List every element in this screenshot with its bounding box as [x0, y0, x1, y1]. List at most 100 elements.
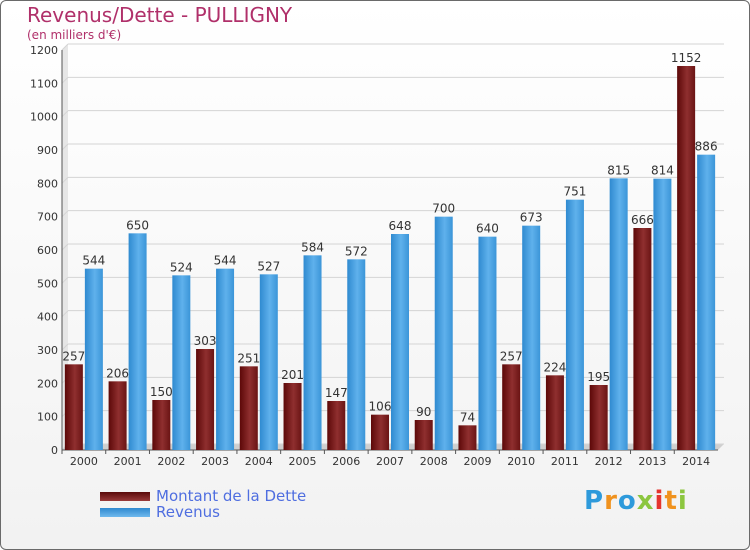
- bar-revenus: [303, 255, 322, 450]
- gridline-side: [61, 43, 69, 51]
- y-tick-label: 400: [37, 311, 58, 324]
- data-label-dette: 74: [460, 410, 475, 424]
- legend-label-revenus: Revenus: [156, 503, 220, 521]
- bar-dette: [327, 401, 346, 450]
- data-label-revenus: 886: [695, 140, 718, 154]
- gridline-side: [61, 310, 69, 318]
- logo-letter: i: [677, 486, 688, 516]
- bar-dette: [64, 364, 83, 450]
- data-label-revenus: 815: [607, 163, 630, 177]
- data-label-dette: 90: [416, 405, 431, 419]
- x-tick-label: 2011: [551, 455, 579, 468]
- bar-dette: [108, 381, 127, 450]
- logo-letter: x: [636, 486, 655, 516]
- gridline-side: [61, 343, 69, 351]
- bar-dette: [633, 228, 652, 450]
- data-label-dette: 147: [325, 386, 348, 400]
- data-label-revenus: 751: [563, 185, 586, 199]
- data-label-dette: 251: [237, 351, 260, 365]
- y-tick-label: 800: [37, 177, 58, 190]
- data-label-dette: 257: [62, 349, 85, 363]
- data-label-dette: 257: [500, 349, 523, 363]
- data-label-revenus: 650: [126, 218, 149, 232]
- data-label-dette: 224: [543, 360, 566, 374]
- data-label-revenus: 527: [257, 259, 280, 273]
- bar-revenus: [653, 178, 672, 450]
- x-tick-label: 2007: [376, 455, 404, 468]
- data-label-revenus: 572: [345, 244, 368, 258]
- data-label-revenus: 544: [214, 254, 237, 268]
- x-tick-label: 2003: [201, 455, 229, 468]
- gridline-side: [61, 210, 69, 218]
- x-tick-label: 2009: [463, 455, 491, 468]
- x-tick-label: 2010: [507, 455, 535, 468]
- proxiti-logo: Proxiti: [584, 486, 688, 516]
- gridline-side: [61, 110, 69, 118]
- gridline-side: [61, 176, 69, 184]
- bar-revenus: [84, 268, 103, 450]
- data-label-revenus: 673: [520, 211, 543, 225]
- y-tick-label: 200: [37, 377, 58, 390]
- gridline-side: [61, 143, 69, 151]
- bar-revenus: [609, 178, 628, 451]
- x-tick-label: 2008: [420, 455, 448, 468]
- bar-revenus: [565, 199, 584, 450]
- y-tick-label: 1200: [30, 44, 58, 57]
- data-label-revenus: 584: [301, 240, 324, 254]
- bar-revenus: [391, 234, 409, 450]
- bar-revenus: [434, 216, 453, 450]
- gridline-side: [61, 276, 69, 284]
- bar-dette: [677, 66, 696, 450]
- bar-revenus: [347, 259, 366, 450]
- chart-title: Revenus/Dette - PULLIGNY: [27, 3, 293, 27]
- y-tick-label: 1100: [30, 77, 58, 90]
- bar-dette: [458, 425, 477, 450]
- y-tick-label: 1000: [30, 111, 58, 124]
- x-tick-label: 2013: [638, 455, 666, 468]
- x-tick-label: 2014: [682, 455, 710, 468]
- bar-dette: [239, 366, 258, 450]
- data-label-revenus: 544: [82, 254, 105, 268]
- data-label-dette: 106: [369, 400, 392, 414]
- bar-revenus: [522, 225, 541, 450]
- x-tick-label: 2000: [70, 455, 98, 468]
- bar-dette: [589, 385, 608, 450]
- logo-letter: P: [584, 486, 605, 516]
- data-label-dette: 201: [281, 368, 304, 382]
- y-tick-label: 600: [37, 244, 58, 257]
- data-label-dette: 1152: [671, 51, 702, 65]
- bar-dette: [502, 364, 521, 450]
- x-tick-label: 2006: [332, 455, 360, 468]
- y-tick-label: 100: [37, 411, 58, 424]
- x-tick-label: 2002: [157, 455, 185, 468]
- logo-letter: r: [604, 486, 618, 516]
- y-tick-label: 900: [37, 144, 58, 157]
- data-label-dette: 150: [150, 385, 173, 399]
- legend-swatch-dette: [100, 492, 150, 501]
- y-tick-label: 700: [37, 211, 58, 224]
- data-label-revenus: 700: [432, 202, 455, 216]
- data-label-dette: 303: [194, 334, 217, 348]
- bar-revenus: [172, 275, 191, 450]
- x-tick-label: 2012: [595, 455, 623, 468]
- data-label-revenus: 648: [389, 219, 412, 233]
- legend-label-dette: Montant de la Dette: [156, 487, 307, 505]
- bar-dette: [414, 420, 433, 450]
- bar-dette: [283, 383, 302, 450]
- data-label-dette: 195: [587, 370, 610, 384]
- data-label-revenus: 524: [170, 260, 193, 274]
- logo-letter: i: [654, 486, 665, 516]
- data-label-revenus: 640: [476, 222, 499, 236]
- chart-subtitle: (en milliers d'€): [27, 28, 122, 42]
- bar-revenus: [128, 233, 147, 450]
- y-tick-label: 0: [51, 444, 58, 457]
- x-tick-label: 2001: [114, 455, 142, 468]
- legend-swatch-revenus: [100, 508, 150, 517]
- gridline-side: [61, 243, 69, 251]
- bar-dette: [545, 375, 564, 450]
- data-label-dette: 666: [631, 213, 654, 227]
- x-tick-label: 2004: [245, 455, 273, 468]
- logo-letter: t: [664, 486, 678, 516]
- gridline-side: [61, 76, 69, 84]
